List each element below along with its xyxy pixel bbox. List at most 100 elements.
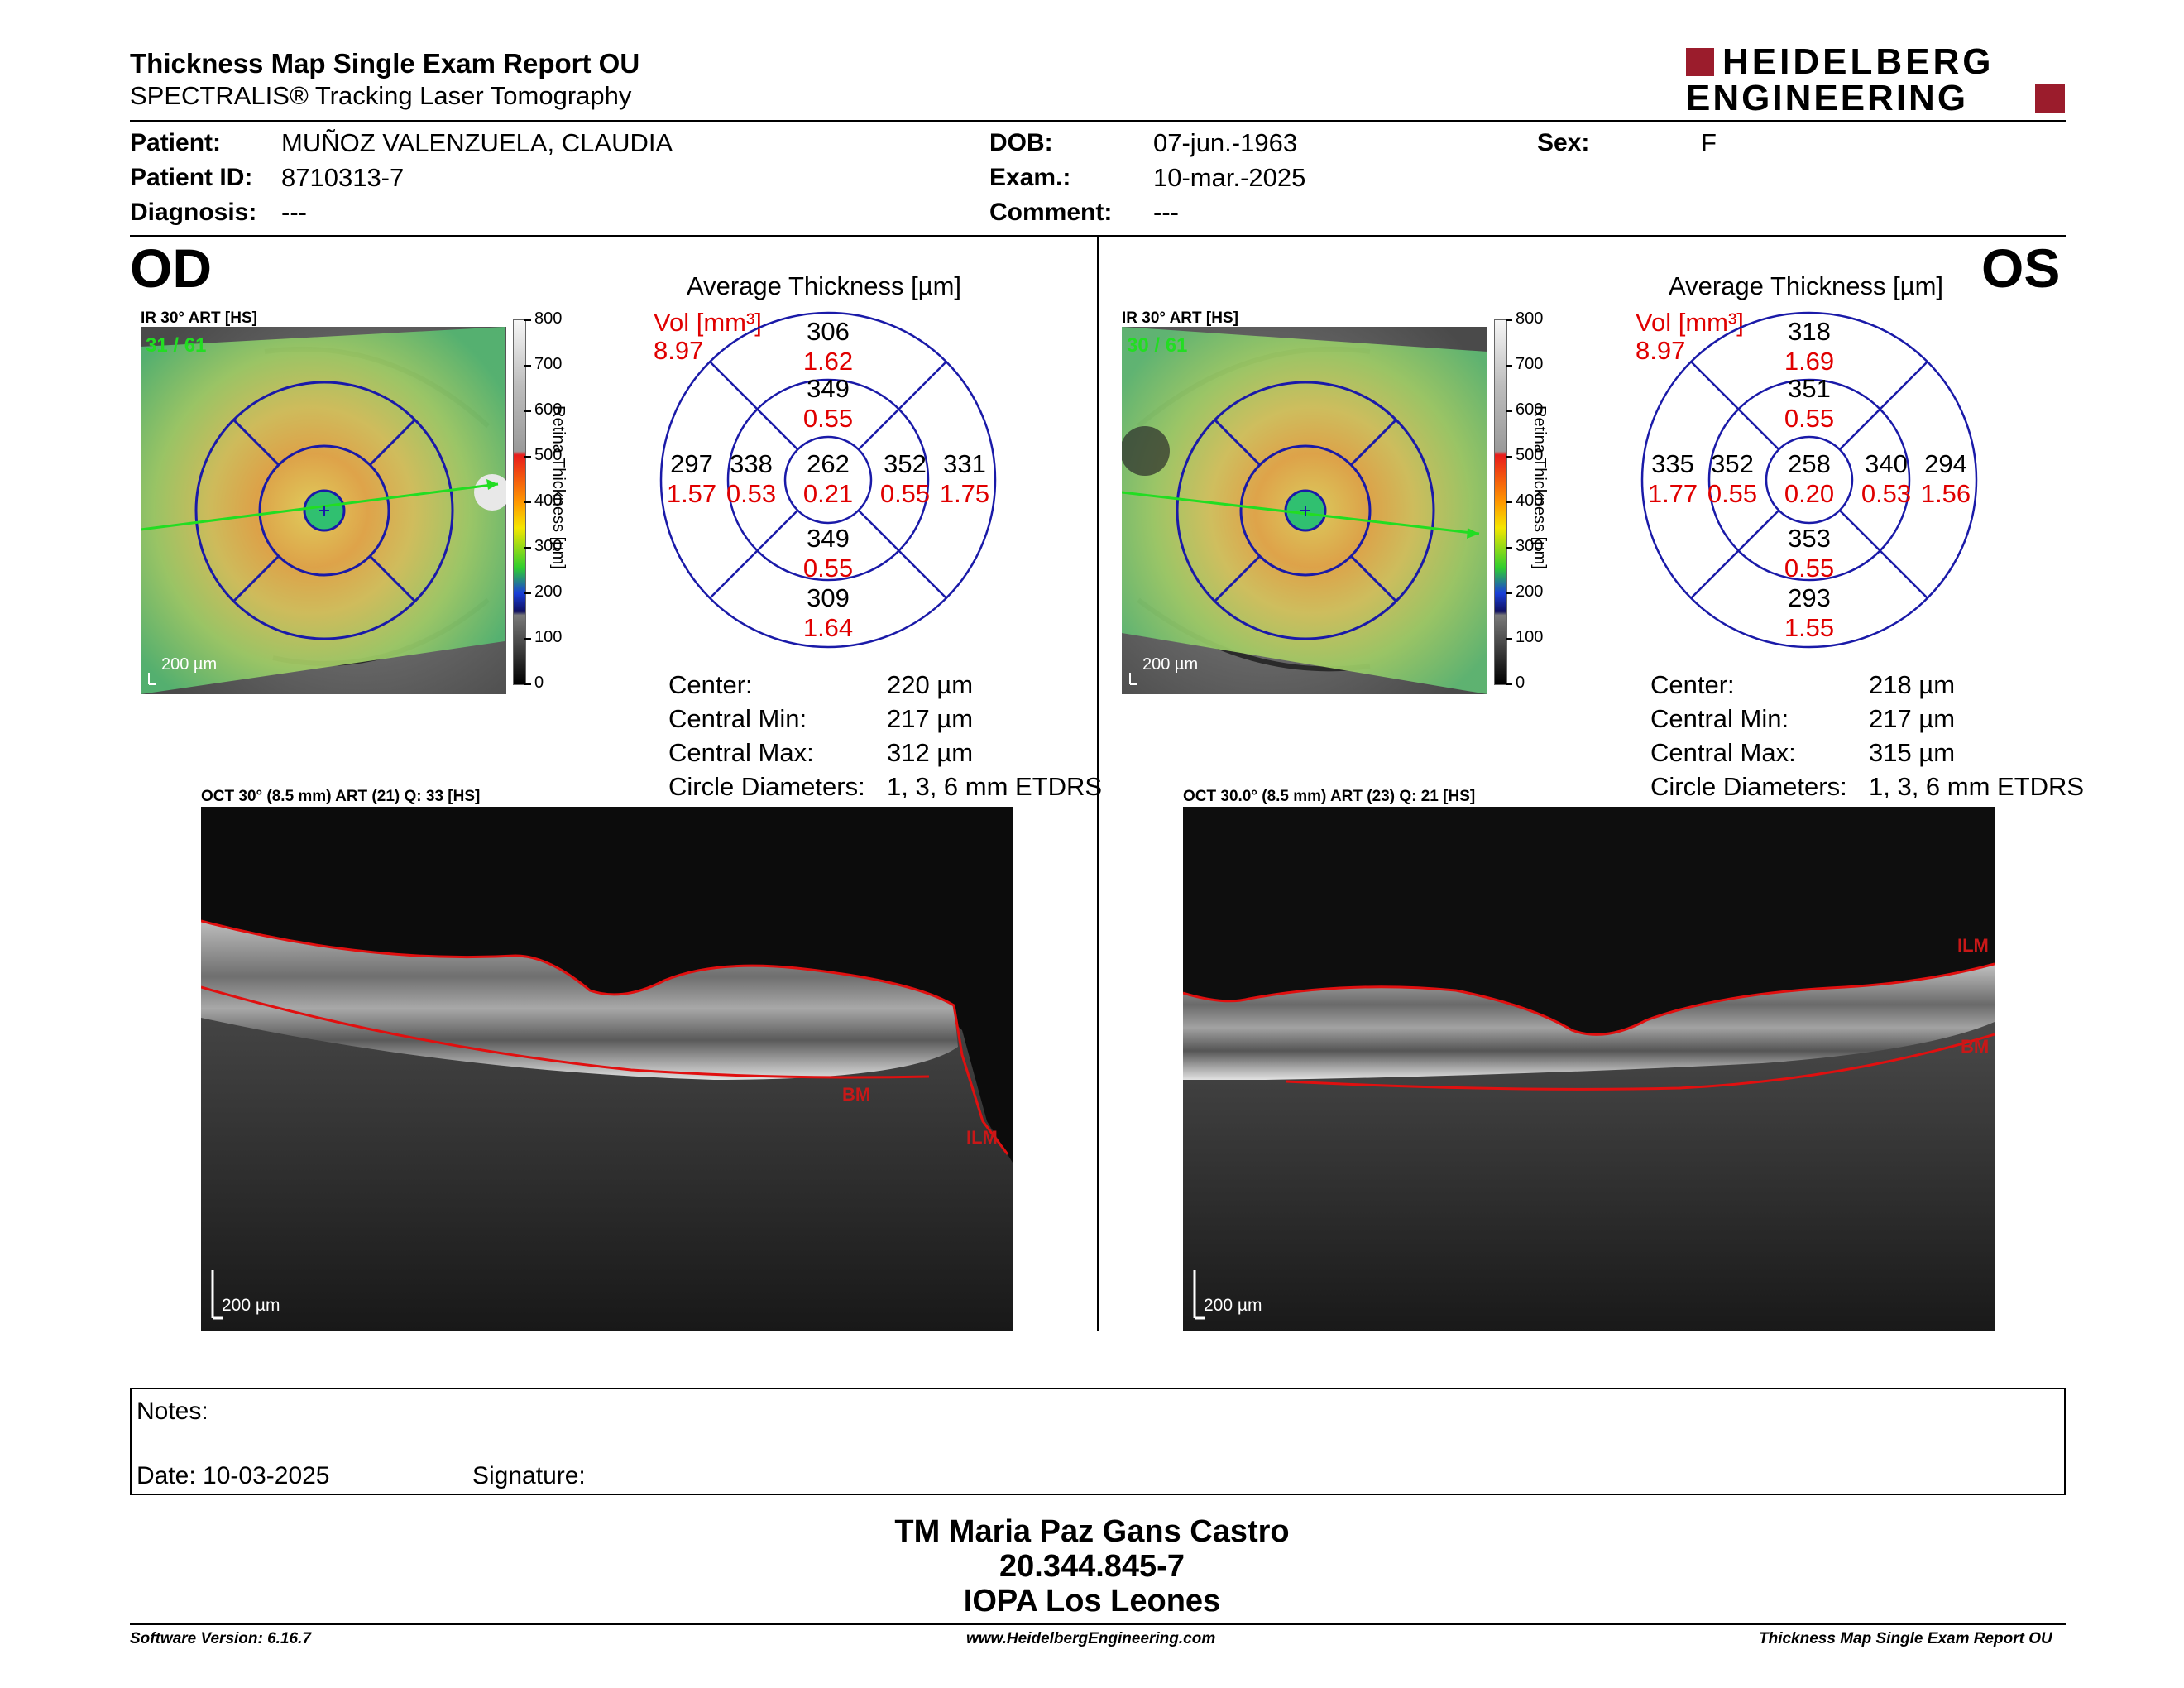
od-stat-label: Central Min: xyxy=(668,704,807,733)
os-stat-label: Center: xyxy=(1650,670,1735,699)
od-grid-outer-bottom-thickness: 309 xyxy=(807,583,850,612)
colorbar-tick-label: 100 xyxy=(534,628,563,646)
od-stat-value: 220 µm xyxy=(887,670,974,699)
colorbar-tick xyxy=(524,638,531,640)
os-grid-inner-bottom-volume: 0.55 xyxy=(1784,554,1835,583)
os-ir-title: IR 30° ART [HS] xyxy=(1122,309,1238,327)
colorbar-tick-label: 400 xyxy=(1516,492,1544,510)
colorbar-tick-label: 200 xyxy=(1516,583,1544,601)
colorbar-tick xyxy=(524,365,531,367)
colorbar-tick-label: 800 xyxy=(1516,309,1544,328)
os-grid-outer-top-volume: 1.69 xyxy=(1784,347,1835,376)
logo-line1: HEIDELBERG xyxy=(1722,41,1995,82)
os-ir-scale: 200 µm xyxy=(1142,655,1199,674)
od-oct-title: OCT 30° (8.5 mm) ART (21) Q: 33 [HS] xyxy=(201,788,481,805)
os-stat-value: 1, 3, 6 mm ETDRS xyxy=(1869,772,2085,801)
od-colorbar: 800 700 600 500 400 300 200 100 0 xyxy=(513,309,596,692)
os-vol-label: Vol [mm³] xyxy=(1636,308,1744,337)
os-colorbar-label: Retina Thickness [µm] xyxy=(1530,405,1549,569)
website-link[interactable]: www.HeidelbergEngineering.com xyxy=(966,1630,1216,1647)
sex-value: F xyxy=(1701,128,1717,157)
colorbar-tick-label: 600 xyxy=(1516,400,1544,419)
signer-org: IOPA Los Leones xyxy=(963,1584,1221,1618)
software-version: Software Version: 6.16.7 xyxy=(130,1630,311,1647)
os-grid-outer-right-thickness: 294 xyxy=(1924,449,1967,478)
colorbar-tick-label: 200 xyxy=(534,583,563,601)
footer-report-title: Thickness Map Single Exam Report OU xyxy=(1759,1630,2052,1647)
od-stat-label: Central Max: xyxy=(668,738,814,767)
colorbar-tick-label: 0 xyxy=(534,674,544,692)
colorbar-tick xyxy=(1506,547,1512,549)
od-grid-center-volume: 0.21 xyxy=(802,479,854,508)
od-grid-outer-left-volume: 1.57 xyxy=(666,479,717,508)
colorbar-tick xyxy=(524,319,531,321)
signer-id: 20.344.845-7 xyxy=(999,1549,1185,1584)
od-grid-outer-right-volume: 1.75 xyxy=(939,479,990,508)
eye-label-od: OD xyxy=(130,237,212,299)
od-ilm-label: ILM xyxy=(966,1127,998,1148)
os-grid-outer-left-thickness: 335 xyxy=(1651,449,1694,478)
header-divider xyxy=(130,120,2066,122)
od-oct-bscan xyxy=(201,807,1013,1331)
diagnosis-value: --- xyxy=(281,198,307,227)
colorbar-tick-label: 600 xyxy=(534,400,563,419)
patient-id-label: Patient ID: xyxy=(130,164,253,191)
os-etdrs-grid xyxy=(1640,311,1978,649)
od-frame-counter: 31 / 61 xyxy=(146,334,207,357)
patient-label: Patient: xyxy=(130,129,222,156)
od-colorbar-label: Retina Thickness [µm] xyxy=(549,405,568,569)
logo-square-icon-2 xyxy=(2035,84,2065,113)
colorbar-tick-label: 300 xyxy=(534,537,563,555)
od-ir-title: IR 30° ART [HS] xyxy=(141,309,257,327)
colorbar-tick xyxy=(1506,592,1512,594)
od-grid-outer-top-volume: 1.62 xyxy=(802,347,854,376)
od-grid-center-thickness: 262 xyxy=(807,449,850,478)
dob-value: 07-jun.-1963 xyxy=(1153,128,1298,157)
od-fundus-thickness-map xyxy=(141,327,506,694)
patient-divider xyxy=(130,235,2066,237)
colorbar-tick xyxy=(1506,456,1512,458)
os-grid-center-volume: 0.20 xyxy=(1784,479,1835,508)
logo-square-icon xyxy=(1686,48,1714,76)
os-oct-scale: 200 µm xyxy=(1204,1296,1262,1315)
os-grid-inner-left-volume: 0.55 xyxy=(1707,479,1758,508)
od-grid-outer-left-thickness: 297 xyxy=(670,449,713,478)
exam-label: Exam.: xyxy=(989,164,1071,191)
os-ilm-label: ILM xyxy=(1957,935,1989,956)
od-grid-inner-right-thickness: 352 xyxy=(884,449,927,478)
os-grid-outer-bottom-volume: 1.55 xyxy=(1784,613,1835,642)
od-grid-inner-top-thickness: 349 xyxy=(807,374,850,403)
colorbar-tick xyxy=(1506,410,1512,412)
od-ir-scale: 200 µm xyxy=(161,655,218,674)
colorbar-tick-label: 500 xyxy=(534,446,563,464)
colorbar-tick-label: 700 xyxy=(1516,355,1544,373)
od-grid-inner-bottom-thickness: 349 xyxy=(807,524,850,553)
os-frame-counter: 30 / 61 xyxy=(1127,334,1188,357)
eye-label-os: OS xyxy=(1981,237,2061,299)
os-grid-inner-left-thickness: 352 xyxy=(1711,449,1754,478)
os-avg-title: Average Thickness [µm] xyxy=(1669,271,1944,300)
colorbar-tick-label: 700 xyxy=(534,355,563,373)
os-grid-inner-right-volume: 0.53 xyxy=(1861,479,1912,508)
od-etdrs-grid xyxy=(659,311,997,649)
os-stat-value: 315 µm xyxy=(1869,738,1956,767)
patient-name: MUÑOZ VALENZUELA, CLAUDIA xyxy=(281,128,673,157)
colorbar-tick xyxy=(524,501,531,503)
colorbar-tick xyxy=(524,410,531,412)
os-stat-label: Circle Diameters: xyxy=(1650,772,1847,801)
os-oct-bscan xyxy=(1183,807,1995,1331)
colorbar-tick xyxy=(1506,319,1512,321)
od-bm-label: BM xyxy=(842,1084,871,1105)
notes-box[interactable]: Notes: Date: 10-03-2025 Signature: xyxy=(130,1388,2066,1495)
od-stat-label: Circle Diameters: xyxy=(668,772,865,801)
report-subtitle: SPECTRALIS® Tracking Laser Tomography xyxy=(130,81,632,110)
od-vol-value: 8.97 xyxy=(654,336,704,365)
od-grid-inner-top-volume: 0.55 xyxy=(802,404,854,433)
footer-divider xyxy=(130,1623,2066,1625)
colorbar-tick-label: 800 xyxy=(534,309,563,328)
os-stat-value: 218 µm xyxy=(1869,670,1956,699)
signature-label: Signature: xyxy=(472,1462,586,1489)
colorbar-tick xyxy=(524,456,531,458)
od-stat-label: Center: xyxy=(668,670,753,699)
os-grid-outer-right-volume: 1.56 xyxy=(1920,479,1971,508)
